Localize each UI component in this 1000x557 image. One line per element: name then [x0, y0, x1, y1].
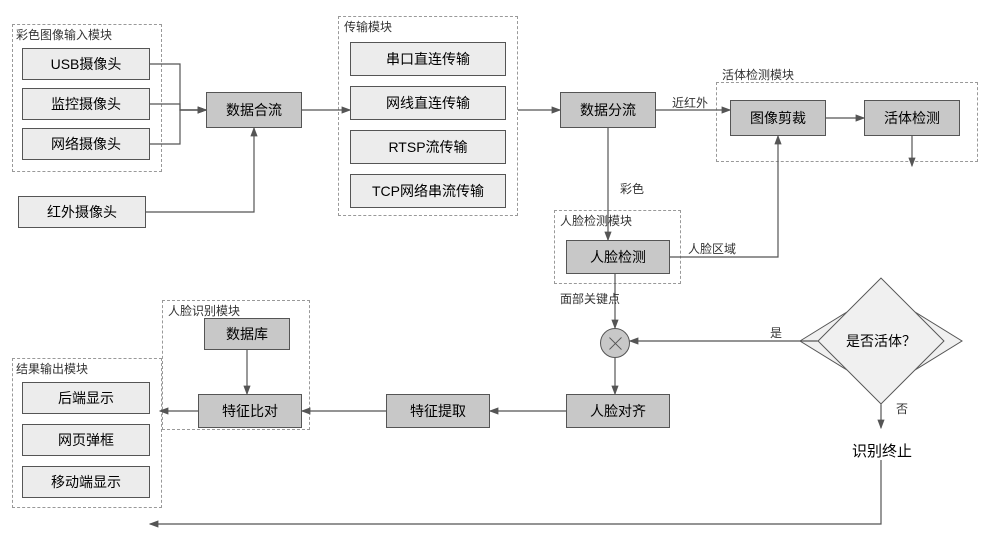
terminate-text: 识别终止 — [852, 440, 912, 461]
node-infrared-camera: 红外摄像头 — [18, 196, 146, 228]
label-nir: 近红外 — [672, 94, 708, 111]
node-lan-transport: 网线直连传输 — [350, 86, 506, 120]
node-rtsp-transport: RTSP流传输 — [350, 130, 506, 164]
label-keypoints: 面部关键点 — [560, 290, 620, 307]
node-mobile-display: 移动端显示 — [22, 466, 150, 498]
decision-is-live: 是否活体？ — [836, 296, 926, 386]
node-tcp-transport: TCP网络串流传输 — [350, 174, 506, 208]
group-label-transport: 传输模块 — [342, 18, 394, 35]
node-feature-extract: 特征提取 — [386, 394, 490, 428]
label-yes: 是 — [770, 324, 782, 341]
node-web-popup: 网页弹框 — [22, 424, 150, 456]
node-surveillance-camera: 监控摄像头 — [22, 88, 150, 120]
node-backend-display: 后端显示 — [22, 382, 150, 414]
node-liveness-detect: 活体检测 — [864, 100, 960, 136]
node-data-merge: 数据合流 — [206, 92, 302, 128]
node-network-camera: 网络摄像头 — [22, 128, 150, 160]
node-serial-transport: 串口直连传输 — [350, 42, 506, 76]
group-label-result-out: 结果输出模块 — [14, 360, 90, 377]
label-no: 否 — [896, 400, 908, 417]
node-database: 数据库 — [204, 318, 290, 350]
group-label-face-detect: 人脸检测模块 — [558, 212, 634, 229]
node-data-split: 数据分流 — [560, 92, 656, 128]
label-face-area: 人脸区域 — [688, 240, 736, 257]
group-label-liveness: 活体检测模块 — [720, 66, 796, 83]
node-face-align: 人脸对齐 — [566, 394, 670, 428]
node-face-detect: 人脸检测 — [566, 240, 670, 274]
label-color: 彩色 — [620, 180, 644, 197]
node-image-crop: 图像剪裁 — [730, 100, 826, 136]
group-label-color-input: 彩色图像输入模块 — [14, 26, 114, 43]
node-feature-compare: 特征比对 — [198, 394, 302, 428]
gate-junction-icon — [600, 328, 630, 358]
group-label-face-recog: 人脸识别模块 — [166, 302, 242, 319]
decision-label: 是否活体？ — [836, 296, 926, 386]
node-usb-camera: USB摄像头 — [22, 48, 150, 80]
